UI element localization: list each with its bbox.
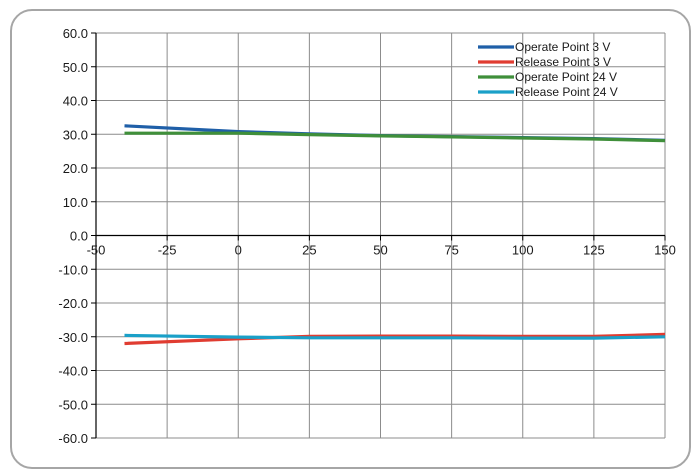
x-tick-label: -25 <box>158 243 177 258</box>
legend-label-4: Release Point 24 V <box>515 85 618 99</box>
y-tick-label: -30.0 <box>58 330 88 345</box>
legend-label-1: Operate Point 3 V <box>515 40 610 54</box>
x-tick-label: 100 <box>512 243 534 258</box>
chart-frame <box>10 9 691 469</box>
x-tick-label: 0 <box>235 243 242 258</box>
series-lines <box>124 124 666 346</box>
y-tick-label: 40.0 <box>63 94 88 109</box>
y-tick-label: 50.0 <box>63 60 88 75</box>
x-tick-label: -50 <box>87 243 106 258</box>
y-tick-label: -10.0 <box>58 262 88 277</box>
y-tick-label: 10.0 <box>63 195 88 210</box>
x-tick-label: 125 <box>583 243 605 258</box>
legend-label-3: Operate Point 24 V <box>515 70 617 84</box>
axes <box>91 32 666 439</box>
y-tick-label: 20.0 <box>63 161 88 176</box>
legend-label-2: Release Point 3 V <box>515 55 611 69</box>
x-tick-label: 50 <box>373 243 387 258</box>
x-tick-label: 25 <box>302 243 316 258</box>
x-axis-tick-labels: -50 -25 0 25 50 75 100 125 150 <box>87 243 676 258</box>
y-tick-label: 30.0 <box>63 127 88 142</box>
y-tick-label: -20.0 <box>58 296 88 311</box>
y-tick-label: -40.0 <box>58 364 88 379</box>
y-tick-label: -60.0 <box>58 431 88 446</box>
y-axis-tick-labels: 60.0 50.0 40.0 30.0 20.0 10.0 0.0 -10.0 -20.0 -30… <box>58 26 88 446</box>
series-line-3 <box>124 131 666 143</box>
y-tick-label: -50.0 <box>58 397 88 412</box>
line-chart: 60.0 50.0 40.0 30.0 20.0 10.0 0.0 -10.0 -20.0 -30… <box>58 26 676 446</box>
y-tick-label: 60.0 <box>63 26 88 41</box>
x-tick-label: 75 <box>444 243 458 258</box>
x-tick-label: 150 <box>654 243 676 258</box>
y-tick-label: 0.0 <box>70 229 88 244</box>
series-line-4 <box>124 333 666 340</box>
